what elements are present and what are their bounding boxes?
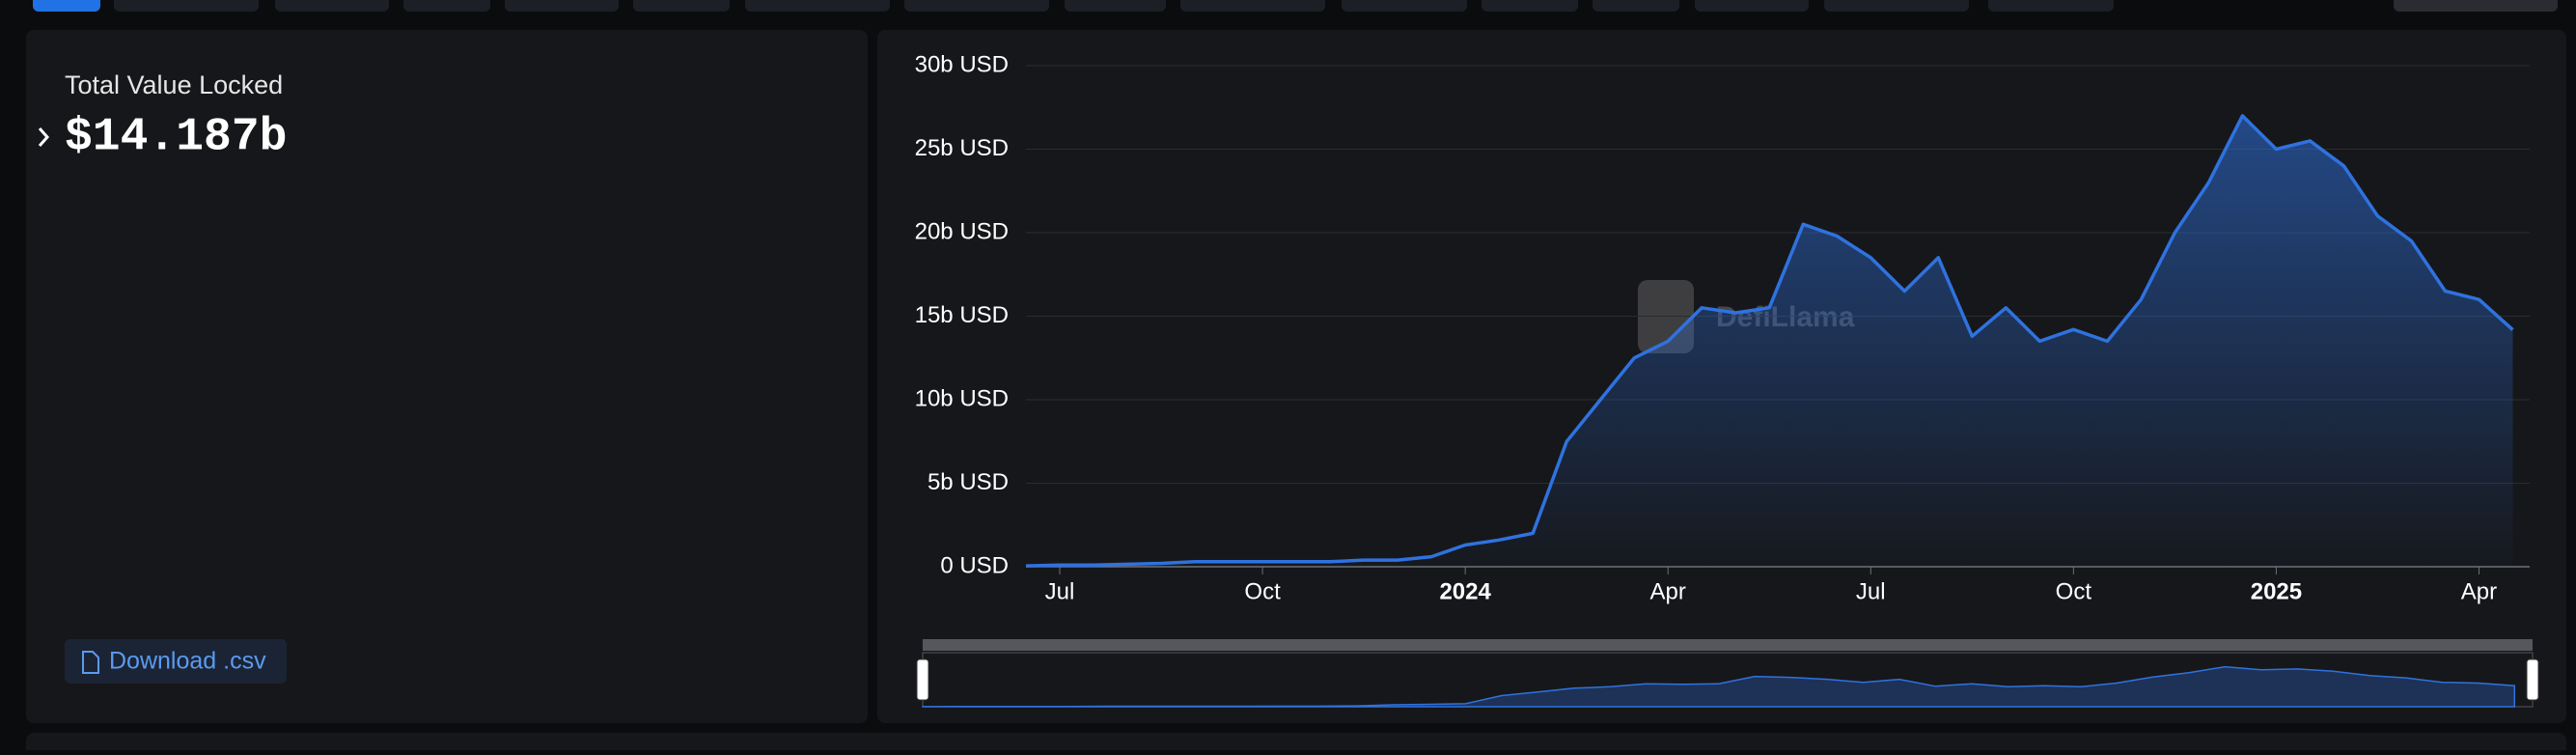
next-panel xyxy=(26,733,2566,755)
x-tick-label: 2025 xyxy=(2251,578,2302,604)
navigator-handle[interactable] xyxy=(2526,658,2539,701)
tab[interactable] xyxy=(1593,0,1679,12)
x-tick-label: Jul xyxy=(1045,578,1075,604)
tab[interactable] xyxy=(1988,0,2114,12)
tab[interactable] xyxy=(1180,0,1325,12)
download-bg[interactable] xyxy=(65,639,287,684)
tab[interactable] xyxy=(1065,0,1166,12)
y-tick-label: 5b USD xyxy=(928,469,1009,495)
tab[interactable] xyxy=(403,0,490,12)
button[interactable] xyxy=(2394,0,2558,12)
tab[interactable] xyxy=(33,0,100,12)
tvl-label: Total Value Locked xyxy=(65,70,283,99)
tab[interactable] xyxy=(1482,0,1578,12)
tab-row xyxy=(33,0,2558,12)
tab[interactable] xyxy=(114,0,259,12)
y-tick-label: 20b USD xyxy=(915,218,1009,244)
x-tick-label: Apr xyxy=(2461,578,2497,604)
plot: 0 USD 5b USD 10b USD 15b USD 20b USD 25b USD 3… xyxy=(915,51,2539,708)
tab[interactable] xyxy=(275,0,389,12)
y-tick-label: 0 USD xyxy=(940,552,1009,578)
area xyxy=(1026,115,2513,568)
tab[interactable] xyxy=(1824,0,1969,12)
download-button[interactable]: Download .csv xyxy=(65,639,287,684)
summary-panel xyxy=(26,30,868,723)
x-tick-label: Jul xyxy=(1856,578,1886,604)
expand-icon[interactable] xyxy=(38,127,50,147)
navigator-area xyxy=(922,665,2516,708)
tab[interactable] xyxy=(1695,0,1809,12)
navigator-bar xyxy=(923,639,2533,651)
tab[interactable] xyxy=(505,0,619,12)
tab[interactable] xyxy=(1342,0,1467,12)
download-label[interactable]: Download .csv xyxy=(109,648,266,675)
y-tick-label: 10b USD xyxy=(915,385,1009,411)
navigator-handle[interactable] xyxy=(916,658,929,701)
x-tick-label: 2024 xyxy=(1439,578,1491,604)
y-tick-label: 15b USD xyxy=(915,302,1009,328)
tab[interactable] xyxy=(904,0,1049,12)
x-tick-label: Oct xyxy=(2056,578,2092,604)
tab[interactable] xyxy=(633,0,730,12)
y-tick-label: 25b USD xyxy=(915,135,1009,161)
x-tick-label: Oct xyxy=(1244,578,1281,604)
line xyxy=(1025,114,2514,568)
tvl-value: $14.187b xyxy=(65,112,287,164)
x-tick-label: Apr xyxy=(1650,578,1686,604)
download-icon[interactable] xyxy=(82,651,99,674)
tab[interactable] xyxy=(745,0,890,12)
y-tick-label: 30b USD xyxy=(915,51,1009,77)
